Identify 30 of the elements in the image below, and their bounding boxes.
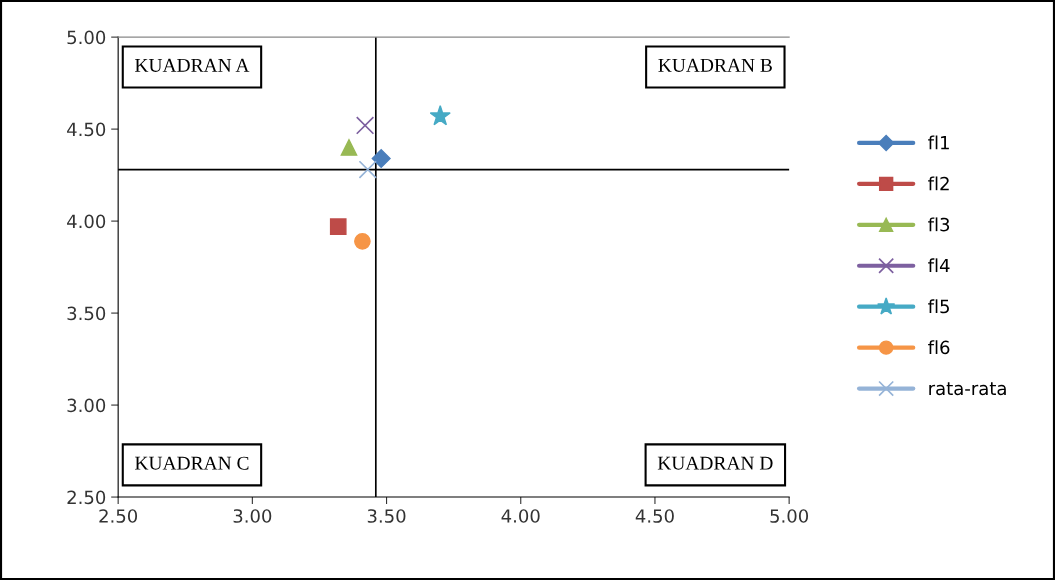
point [429, 105, 451, 126]
x-tick-label: 2.50 [99, 509, 138, 523]
legend-label: rata-rata [929, 382, 1006, 396]
point [355, 116, 375, 135]
point [340, 139, 358, 156]
point [354, 232, 371, 250]
y-tick-label: 5.00 [67, 30, 106, 45]
y-tick-label: 4.00 [67, 214, 106, 229]
annotation: KUADRAN C [135, 456, 249, 470]
legend-label: fl5 [928, 299, 949, 314]
legend-label: fl4 [928, 258, 950, 273]
point [371, 149, 391, 169]
y-tick-label: 4.50 [67, 122, 106, 137]
legend-label: fl2 [928, 176, 949, 191]
legend-label: fl3 [928, 217, 950, 232]
x-tick-label: 4.50 [635, 509, 674, 523]
annotation: KUADRAN A [135, 58, 250, 72]
annotation: KUADRAN B [658, 58, 772, 72]
x-tick-label: 3.50 [367, 509, 406, 523]
point [358, 160, 377, 179]
y-tick-label: 3.50 [67, 306, 106, 321]
x-tick-label: 4.00 [501, 509, 540, 523]
point [329, 218, 347, 235]
legend-label: fl1 [928, 135, 949, 150]
y-tick-label: 2.50 [67, 490, 106, 505]
x-tick-label: 3.00 [233, 509, 272, 523]
annotation: KUADRAN D [657, 456, 773, 470]
y-tick-label: 3.00 [67, 398, 106, 413]
x-tick-label: 5.00 [770, 509, 809, 523]
legend-label: fl6 [928, 340, 950, 355]
